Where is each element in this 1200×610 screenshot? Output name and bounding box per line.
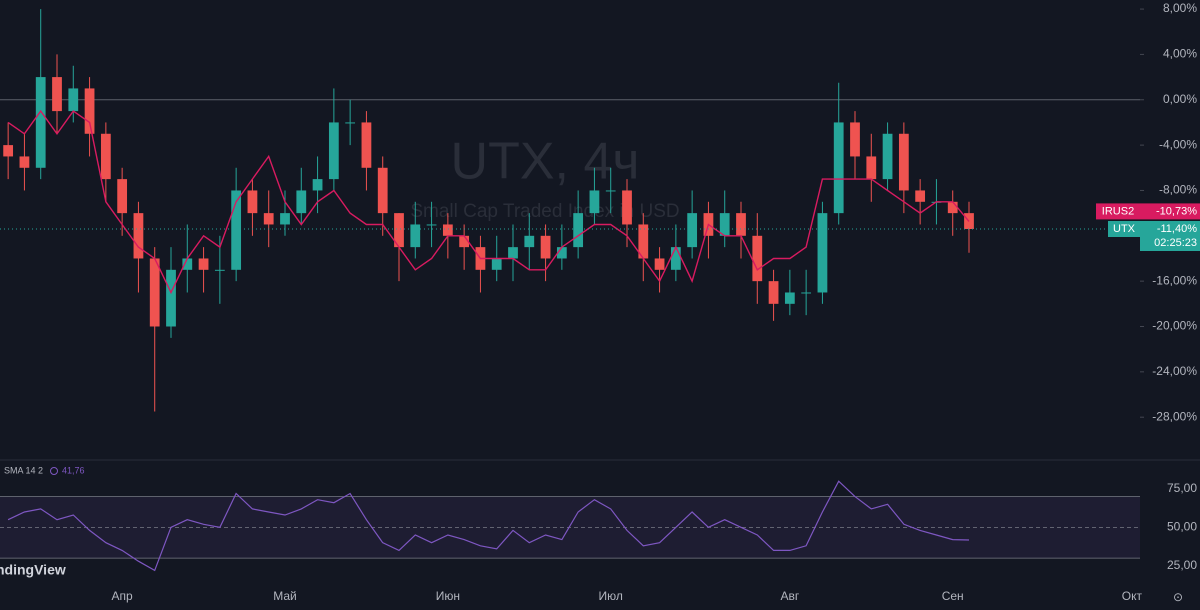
x-tick-label: Апр: [112, 589, 134, 603]
series-name-box: [1096, 203, 1140, 220]
candle-body: [198, 258, 209, 270]
candle-body: [312, 179, 323, 191]
series-name: IRUS2: [1102, 205, 1134, 217]
rsi-tick-label: 75,00: [1167, 481, 1197, 495]
candle-body: [654, 258, 665, 270]
candle-body: [35, 77, 46, 168]
x-tick-label: Май: [273, 589, 297, 603]
x-tick-label: Июл: [599, 589, 623, 603]
candle-body: [556, 247, 567, 259]
x-tick-label: Авг: [780, 589, 799, 603]
x-tick-label: Июн: [436, 589, 460, 603]
candle-body: [19, 156, 30, 168]
candle-body: [361, 122, 372, 168]
candle-body: [459, 235, 470, 248]
watermark-title: UTX, 4ч: [451, 133, 640, 191]
y-tick-label: -24,00%: [1152, 364, 1197, 378]
candle-body: [247, 190, 258, 214]
y-tick-label: 4,00%: [1163, 47, 1197, 61]
candle-body: [52, 77, 62, 112]
candle-body: [768, 281, 779, 304]
candle-body: [605, 190, 616, 192]
y-tick-label: -16,00%: [1152, 273, 1197, 287]
logo: ndingView: [0, 562, 66, 578]
candle-body: [182, 258, 193, 270]
candle-body: [622, 190, 632, 225]
candle-body: [752, 235, 763, 282]
x-tick-label: Сен: [942, 589, 964, 603]
candle-body: [573, 213, 584, 248]
y-tick-label: -28,00%: [1152, 409, 1197, 423]
candle-body: [117, 179, 128, 214]
candle-body: [214, 269, 225, 271]
candle-body: [149, 258, 160, 327]
candle-body: [491, 258, 502, 270]
y-tick-label: 8,00%: [1163, 1, 1197, 15]
overlay-line: [7, 109, 970, 295]
name-box: [1108, 221, 1140, 237]
rsi-tick-label: 25,00: [1167, 558, 1197, 572]
candle-body: [882, 133, 893, 180]
rsi-line: [7, 480, 970, 572]
series-value: -10,73%: [1156, 205, 1197, 217]
candle-body: [100, 133, 111, 180]
candle-body: [947, 201, 958, 214]
candle-body: [84, 88, 95, 134]
candle-body: [442, 224, 453, 236]
candle-body: [328, 122, 339, 180]
candle-body: [3, 145, 14, 157]
candle-body: [898, 133, 909, 191]
rsi-tick-label: 50,00: [1167, 520, 1197, 534]
indicator-icon: [50, 467, 58, 475]
candle-body: [296, 190, 307, 214]
candle-body: [410, 224, 421, 248]
candle-body: [833, 122, 844, 214]
watermark-subtitle: Small Cap Traded Index in USD: [410, 201, 679, 222]
candle-body: [377, 167, 388, 214]
candle-body: [638, 224, 649, 259]
candle-body: [133, 213, 144, 259]
candle-body: [784, 292, 795, 304]
candle-body: [670, 247, 681, 270]
countdown: 02:25:23: [1154, 237, 1197, 249]
candle-body: [166, 269, 176, 327]
candle-body: [915, 190, 926, 202]
value-label: -11,40%: [1157, 223, 1197, 235]
candle-body: [687, 213, 698, 248]
candle-body: [231, 190, 242, 270]
indicator-value: 41,76: [62, 465, 85, 475]
candle-body: [719, 213, 730, 236]
series-value-box: [1140, 203, 1200, 220]
y-tick-label: -20,00%: [1152, 319, 1197, 333]
indicator-title: SMA 14 2: [4, 465, 43, 475]
y-tick-label: -4,00%: [1159, 137, 1197, 151]
candle-body: [508, 247, 518, 259]
candle-body: [426, 224, 437, 226]
candle-body: [263, 213, 274, 225]
candle-body: [866, 156, 877, 180]
candle-body: [589, 190, 600, 214]
candle-body: [345, 122, 356, 124]
candle-body: [280, 213, 290, 225]
candle-body: [394, 213, 404, 248]
x-tick-label: Окт: [1122, 589, 1143, 603]
value-box: [1140, 221, 1200, 251]
name-label: UTX: [1113, 223, 1136, 235]
candle-body: [68, 88, 79, 112]
y-tick-label: -8,00%: [1159, 183, 1197, 197]
candle-body: [801, 292, 812, 294]
candle-body: [850, 122, 860, 157]
candle-body: [540, 235, 551, 259]
settings-icon[interactable]: ⊙: [1173, 590, 1183, 604]
candle-body: [817, 213, 828, 293]
y-tick-label: 0,00%: [1163, 92, 1197, 106]
candle-body: [524, 235, 535, 248]
candle-body: [736, 213, 746, 236]
